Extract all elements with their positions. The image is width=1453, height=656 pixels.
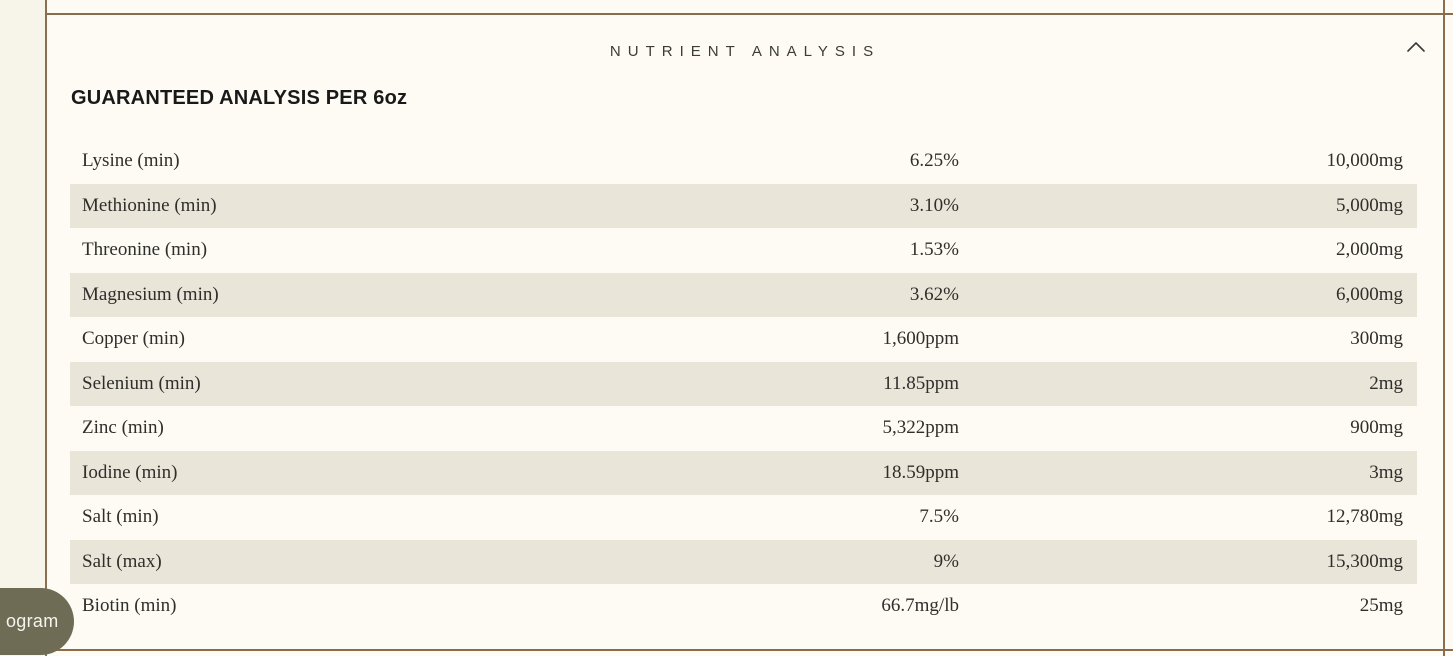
nutrient-name: Lysine (min): [82, 150, 180, 172]
nutrient-amount: 900mg: [1350, 417, 1403, 439]
nutrient-name: Salt (max): [82, 550, 162, 572]
table-row: Methionine (min) 3.10% 5,000mg: [70, 183, 1417, 228]
program-badge-button[interactable]: ogram: [0, 588, 74, 655]
table-row: Salt (max) 9% 15,300mg: [70, 539, 1417, 584]
nutrient-name: Copper (min): [82, 328, 185, 350]
table-row: Threonine (min) 1.53% 2,000mg: [70, 228, 1417, 273]
nutrient-name: Zinc (min): [82, 417, 164, 439]
nutrient-name: Methionine (min): [82, 194, 217, 216]
guaranteed-analysis-heading: GUARANTEED ANALYSIS PER 6oz: [71, 87, 408, 109]
table-row: Lysine (min) 6.25% 10,000mg: [70, 139, 1417, 184]
nutrient-concentration: 18.59ppm: [882, 461, 959, 483]
table-row: Magnesium (min) 3.62% 6,000mg: [70, 272, 1417, 317]
nutrient-concentration: 9%: [933, 550, 959, 572]
nutrient-concentration: 7.5%: [919, 506, 959, 528]
nutrient-amount: 5,000mg: [1335, 194, 1403, 216]
nutrient-amount: 2mg: [1369, 372, 1403, 394]
page-left-margin: [0, 0, 45, 656]
nutrient-name: Magnesium (min): [82, 283, 219, 305]
table-row: Iodine (min) 18.59ppm 3mg: [70, 450, 1417, 495]
table-row: Selenium (min) 11.85ppm 2mg: [70, 361, 1417, 406]
nutrient-amount: 12,780mg: [1326, 506, 1403, 528]
panel-border-left: [45, 0, 47, 656]
panel-border-right: [1443, 0, 1445, 656]
table-row: Salt (min) 7.5% 12,780mg: [70, 495, 1417, 540]
nutrient-name: Selenium (min): [82, 372, 201, 394]
chevron-up-icon: [1406, 41, 1426, 53]
section-divider-bottom: [45, 649, 1453, 651]
table-row: Biotin (min) 66.7mg/lb 25mg: [70, 584, 1417, 629]
nutrient-amount: 2,000mg: [1335, 239, 1403, 261]
table-row: Copper (min) 1,600ppm 300mg: [70, 317, 1417, 362]
nutrient-table: Lysine (min) 6.25% 10,000mg Methionine (…: [70, 139, 1417, 629]
nutrient-concentration: 1,600ppm: [882, 328, 959, 350]
section-divider-top: [45, 13, 1453, 15]
nutrient-name: Iodine (min): [82, 461, 178, 483]
nutrient-concentration: 66.7mg/lb: [881, 595, 959, 617]
nutrient-concentration: 5,322ppm: [882, 417, 959, 439]
section-collapse-button[interactable]: [1400, 34, 1432, 60]
nutrient-concentration: 3.62%: [909, 283, 959, 305]
section-title: NUTRIENT ANALYSIS: [609, 43, 881, 60]
nutrient-concentration: 11.85ppm: [883, 372, 959, 394]
nutrient-concentration: 1.53%: [909, 239, 959, 261]
nutrient-amount: 300mg: [1350, 328, 1403, 350]
program-badge-label: ogram: [6, 611, 59, 631]
nutrient-name: Biotin (min): [82, 595, 177, 617]
table-row: Zinc (min) 5,322ppm 900mg: [70, 406, 1417, 451]
nutrient-name: Threonine (min): [82, 239, 208, 261]
nutrient-concentration: 6.25%: [909, 150, 959, 172]
nutrient-amount: 10,000mg: [1326, 150, 1403, 172]
nutrient-amount: 6,000mg: [1335, 283, 1403, 305]
nutrient-amount: 15,300mg: [1326, 550, 1403, 572]
nutrient-amount: 3mg: [1369, 461, 1403, 483]
nutrient-amount: 25mg: [1359, 595, 1403, 617]
nutrient-name: Salt (min): [82, 506, 159, 528]
nutrient-concentration: 3.10%: [909, 194, 959, 216]
